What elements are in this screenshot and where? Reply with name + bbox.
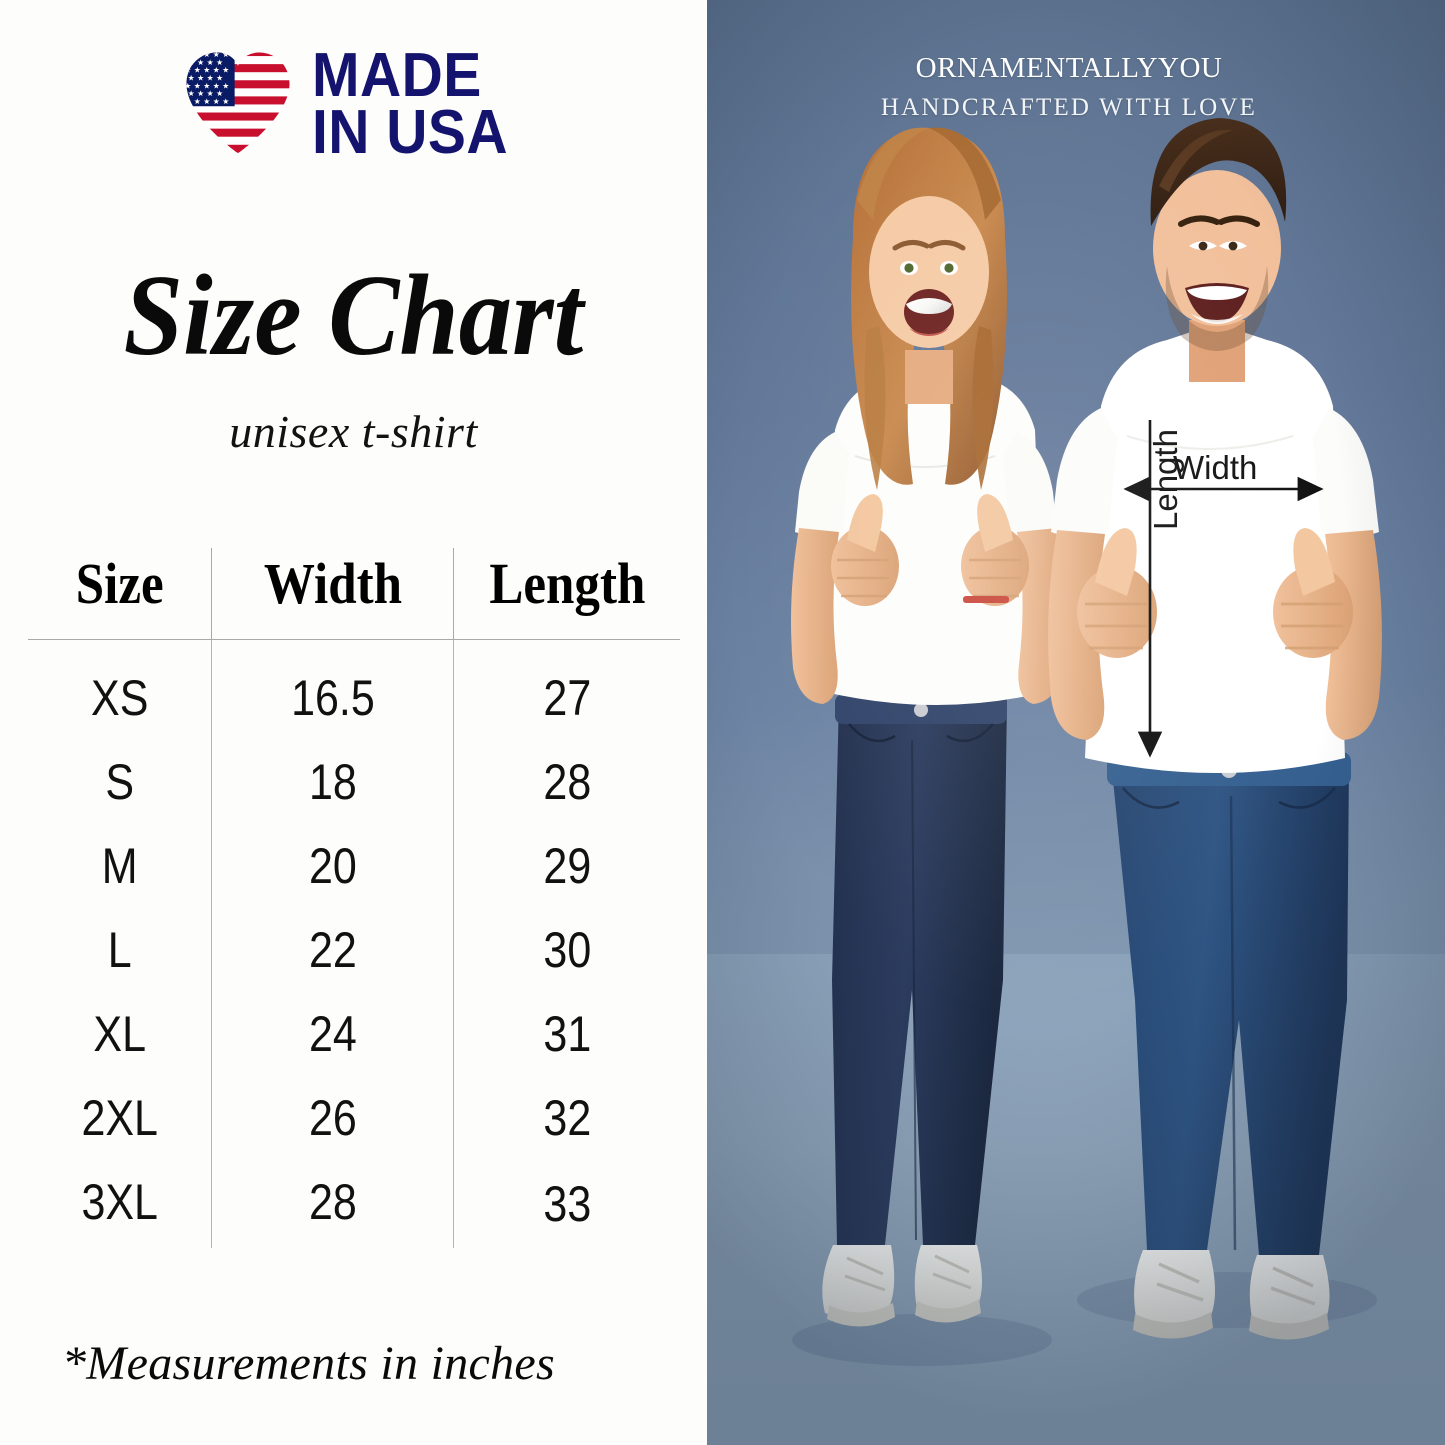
brand-tagline: HANDCRAFTED WITH LOVE bbox=[880, 94, 1258, 122]
svg-text:★ ★ ★ ★ ★: ★ ★ ★ ★ ★ bbox=[184, 66, 229, 75]
cell-length: 33 bbox=[543, 1176, 592, 1232]
cell-length: 29 bbox=[543, 838, 592, 894]
cell-size: XL bbox=[40, 992, 200, 1076]
page-subtitle: unisex t-shirt bbox=[229, 406, 478, 457]
table-row: 2XL 26 32 bbox=[28, 1076, 680, 1160]
made-line-2: IN USA bbox=[311, 98, 509, 167]
table-row: S 18 28 bbox=[28, 740, 680, 824]
size-table: Size Width Length XS 16.5 27 S 18 28 bbox=[28, 548, 680, 1248]
model-photo-panel: Width Length OrnamentallyYou HANDCRAFTED… bbox=[707, 0, 1445, 1445]
cell-width: 18 bbox=[228, 740, 438, 824]
column-header-size: Size bbox=[39, 548, 202, 640]
cell-size: XS bbox=[40, 639, 200, 740]
cell-size: S bbox=[40, 740, 200, 824]
size-chart-panel: ★ ★ ★ ★ ★ ★ ★ ★ ★ ★ ★ ★ ★ ★ ★ ★ ★ ★ ★ ★ … bbox=[0, 0, 707, 1445]
svg-text:★ ★ ★ ★ ★: ★ ★ ★ ★ ★ bbox=[184, 81, 229, 90]
cell-size: 3XL bbox=[40, 1160, 200, 1248]
female-model bbox=[791, 127, 1065, 1327]
svg-text:★ ★ ★ ★: ★ ★ ★ ★ bbox=[188, 73, 224, 82]
cell-length: 31 bbox=[543, 1006, 592, 1062]
svg-text:★ ★ ★ ★ ★: ★ ★ ★ ★ ★ bbox=[184, 50, 229, 59]
cell-width: 28 bbox=[228, 1160, 438, 1248]
cell-length: 32 bbox=[543, 1090, 592, 1146]
cell-length: 30 bbox=[543, 922, 592, 978]
made-line-1: MADE bbox=[311, 40, 482, 110]
made-in-usa-text: MADE IN USA bbox=[311, 40, 509, 167]
cell-size: 2XL bbox=[40, 1076, 200, 1160]
cell-size: L bbox=[40, 908, 200, 992]
table-row: M 20 29 bbox=[28, 824, 680, 908]
table-row: L 22 30 bbox=[28, 908, 680, 992]
cell-size: M bbox=[40, 824, 200, 908]
table-row: XL 24 31 bbox=[28, 992, 680, 1076]
table-header-row: Size Width Length bbox=[28, 548, 680, 640]
svg-text:★ ★ ★ ★: ★ ★ ★ ★ bbox=[188, 89, 224, 98]
cell-width: 16.5 bbox=[228, 639, 438, 740]
made-in-usa-badge: ★ ★ ★ ★ ★ ★ ★ ★ ★ ★ ★ ★ ★ ★ ★ ★ ★ ★ ★ ★ … bbox=[0, 24, 707, 184]
measurement-footnote: *Measurements in inches bbox=[62, 1337, 556, 1390]
column-header-width: Width bbox=[226, 548, 440, 640]
cell-length: 28 bbox=[543, 754, 592, 810]
table-row: 3XL 28 33 bbox=[28, 1160, 680, 1248]
svg-text:★ ★ ★ ★: ★ ★ ★ ★ bbox=[188, 58, 224, 67]
cell-length: 27 bbox=[543, 670, 592, 726]
column-header-length: Length bbox=[467, 548, 667, 640]
usa-heart-flag-icon: ★ ★ ★ ★ ★ ★ ★ ★ ★ ★ ★ ★ ★ ★ ★ ★ ★ ★ ★ ★ … bbox=[182, 48, 294, 160]
cell-width: 24 bbox=[228, 992, 438, 1076]
male-model bbox=[1048, 118, 1382, 1340]
cell-width: 22 bbox=[228, 908, 438, 992]
cell-width: 26 bbox=[228, 1076, 438, 1160]
models-illustration bbox=[707, 0, 1445, 1445]
table-row: XS 16.5 27 bbox=[28, 639, 680, 740]
cell-width: 20 bbox=[228, 824, 438, 908]
brand-lockup: OrnamentallyYou HANDCRAFTED WITH LOVE bbox=[707, 42, 1445, 122]
page-title: Size Chart bbox=[123, 252, 584, 380]
svg-text:★ ★ ★ ★ ★: ★ ★ ★ ★ ★ bbox=[184, 97, 229, 106]
brand-name: OrnamentallyYou bbox=[915, 41, 1223, 87]
